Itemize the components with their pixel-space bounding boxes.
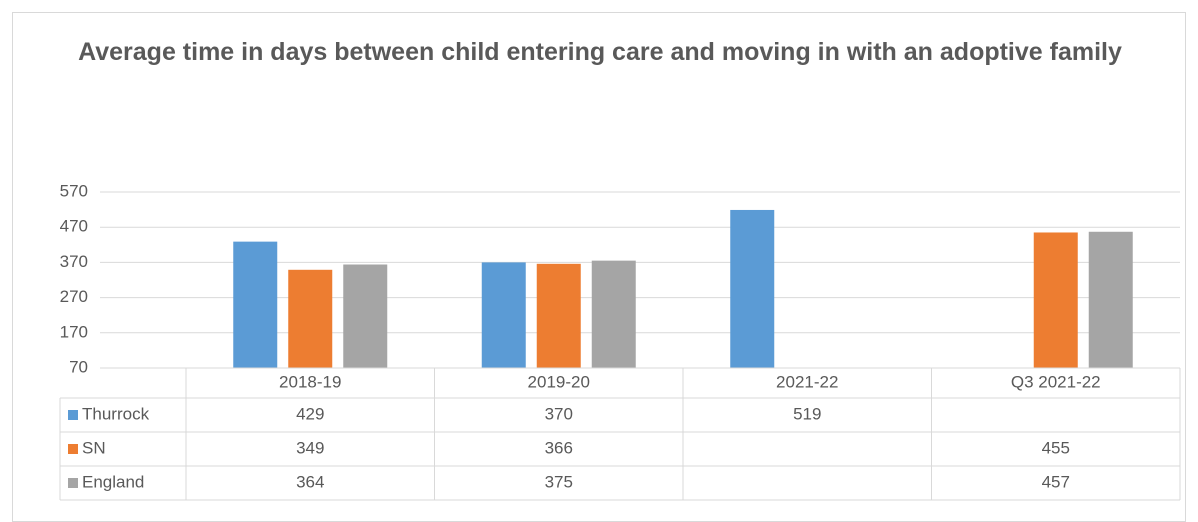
- legend-label: SN: [82, 438, 106, 457]
- table-value: 455: [1042, 438, 1070, 457]
- bar: [233, 241, 278, 368]
- table-value: 519: [793, 404, 821, 423]
- table-value: 375: [545, 472, 573, 491]
- legend-key: [68, 478, 78, 488]
- legend-key: [68, 410, 78, 420]
- bar: [343, 264, 388, 368]
- x-tick-label: 2021-22: [776, 372, 838, 391]
- table-value: 366: [545, 438, 573, 457]
- table-value: 429: [296, 404, 324, 423]
- bar: [536, 263, 581, 368]
- x-tick-label: Q3 2021-22: [1011, 372, 1101, 391]
- legend-label: England: [82, 472, 144, 491]
- y-tick-label: 570: [60, 181, 88, 200]
- table-value: 370: [545, 404, 573, 423]
- bar: [1033, 232, 1078, 368]
- page: {"chart_data": {"type": "bar", "title": …: [12, 12, 1186, 522]
- bar: [1088, 231, 1133, 368]
- y-tick-label: 270: [60, 287, 88, 306]
- chart: 70 170 270 370 470 570 2018-19 2019-20 2021-22 Q3…: [59, 181, 1181, 501]
- y-tick-label: 170: [60, 322, 88, 341]
- bar: [288, 269, 333, 368]
- legend-key: [68, 444, 78, 454]
- chart-title: Average time in days between child enter…: [78, 38, 1122, 66]
- y-tick-label: 370: [60, 252, 88, 271]
- bar: [730, 209, 775, 368]
- y-tick-label: 70: [69, 357, 88, 376]
- y-tick-label: 470: [60, 217, 88, 236]
- x-tick-label: 2018-19: [279, 372, 341, 391]
- bar: [591, 260, 636, 368]
- table-value: 364: [296, 472, 324, 491]
- legend-label: Thurrock: [82, 404, 150, 423]
- table-value: 457: [1042, 472, 1070, 491]
- x-tick-label: 2019-20: [528, 372, 590, 391]
- bar: [481, 262, 526, 368]
- table-value: 349: [296, 438, 324, 457]
